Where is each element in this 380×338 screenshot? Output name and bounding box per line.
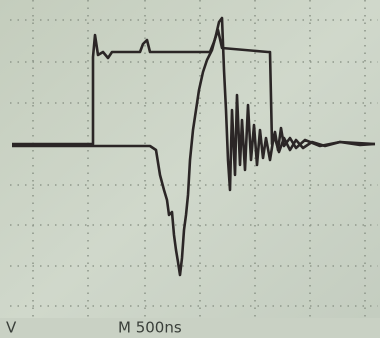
traces <box>12 16 376 277</box>
timebase: M 500ns <box>118 319 182 337</box>
trace-2 <box>12 16 376 277</box>
channel-unit: V <box>6 319 17 337</box>
status-bar <box>0 318 380 338</box>
